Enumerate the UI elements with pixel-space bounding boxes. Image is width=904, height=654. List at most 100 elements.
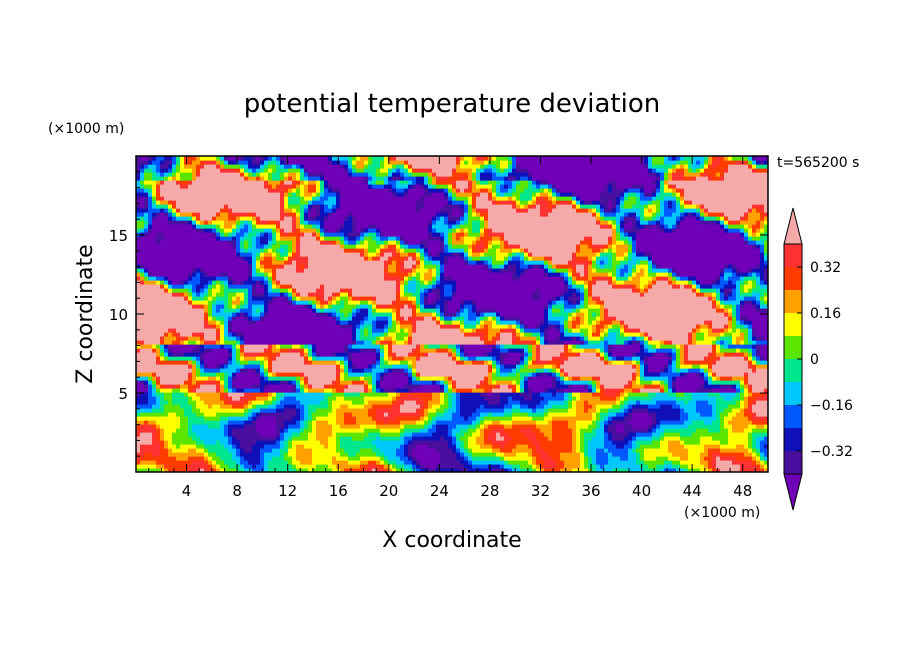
contour-cell	[496, 188, 501, 193]
contour-cell	[620, 324, 625, 329]
contour-cell	[684, 344, 689, 349]
contour-cell	[156, 180, 161, 185]
contour-cell	[508, 396, 513, 401]
contour-cell	[540, 264, 545, 269]
contour-cell	[672, 460, 681, 465]
contour-cell	[676, 380, 705, 385]
contour-cell	[296, 268, 305, 273]
contour-cell	[740, 316, 749, 321]
contour-cell	[172, 436, 193, 441]
contour-cell	[144, 200, 149, 205]
contour-cell	[752, 236, 761, 241]
contour-cell	[160, 196, 165, 201]
contour-cell	[588, 380, 593, 385]
contour-cell	[548, 192, 553, 197]
contour-cell	[172, 176, 177, 181]
contour-cell	[624, 416, 633, 421]
contour-cell	[392, 252, 397, 257]
contour-cell	[160, 468, 165, 472]
contour-cell	[720, 348, 737, 353]
contour-cell	[188, 296, 193, 301]
contour-cell	[288, 252, 293, 257]
contour-cell	[548, 436, 553, 441]
contour-cell	[276, 232, 281, 237]
contour-cell	[164, 336, 177, 341]
contour-cell	[312, 196, 317, 201]
contour-cell	[692, 392, 709, 397]
contour-cell	[612, 452, 629, 457]
contour-cell	[144, 380, 149, 385]
contour-cell	[748, 268, 753, 273]
contour-cell	[752, 384, 768, 389]
contour-cell	[304, 196, 313, 201]
contour-cell	[496, 336, 501, 341]
contour-cell	[296, 264, 301, 269]
contour-cell	[264, 444, 281, 449]
contour-cell	[460, 300, 465, 305]
contour-cell	[660, 440, 669, 445]
contour-cell	[480, 192, 489, 197]
contour-cell	[476, 260, 485, 265]
contour-cell	[544, 408, 549, 413]
contour-cell	[420, 240, 429, 245]
contour-cell	[684, 400, 689, 405]
contour-cell	[316, 432, 333, 437]
contour-cell	[660, 220, 665, 225]
contour-cell	[536, 288, 541, 293]
contour-cell	[740, 384, 745, 389]
contour-cell	[684, 192, 768, 197]
contour-cell	[512, 204, 517, 209]
contour-cell	[532, 264, 541, 269]
contour-cell	[216, 284, 221, 289]
contour-cell	[356, 452, 377, 457]
contour-cell	[512, 200, 517, 205]
contour-cell	[584, 236, 593, 241]
contour-cell	[492, 372, 497, 377]
contour-cell	[388, 304, 401, 309]
contour-cell	[532, 396, 545, 401]
contour-cell	[676, 352, 681, 357]
contour-cell	[172, 340, 181, 345]
contour-cell	[724, 268, 733, 273]
contour-cell	[324, 288, 341, 293]
contour-cell	[604, 304, 713, 309]
contour-cell	[576, 324, 581, 329]
contour-cell	[396, 400, 405, 405]
contour-cell	[656, 224, 661, 229]
contour-cell	[524, 384, 529, 389]
contour-cell	[760, 228, 765, 233]
contour-cell	[740, 332, 745, 337]
contour-cell	[252, 404, 257, 409]
contour-cell	[472, 248, 477, 253]
contour-cell	[672, 352, 677, 357]
contour-cell	[668, 180, 768, 185]
contour-cell	[756, 340, 768, 345]
contour-cell	[544, 188, 549, 193]
contour-cell	[632, 356, 641, 361]
contour-cell	[632, 252, 637, 257]
contour-cell	[472, 432, 481, 437]
contour-cell	[332, 240, 337, 245]
contour-cell	[556, 300, 565, 305]
contour-cell	[596, 376, 601, 381]
contour-cell	[612, 284, 617, 289]
contour-cell	[624, 220, 629, 225]
contour-cell	[664, 388, 669, 393]
contour-cell	[248, 296, 253, 301]
contour-cell	[304, 444, 325, 449]
contour-cell	[272, 372, 277, 377]
contour-cell	[256, 368, 261, 373]
contour-cell	[192, 292, 197, 297]
contour-cell	[308, 304, 313, 309]
contour-cell	[304, 360, 309, 365]
contour-cell	[328, 296, 333, 301]
contour-cell	[544, 468, 561, 472]
contour-cell	[480, 336, 485, 341]
contour-cell	[136, 444, 141, 449]
contour-cell	[212, 284, 217, 289]
contour-cell	[336, 412, 345, 417]
contour-cell	[136, 220, 145, 225]
contour-cell	[500, 268, 517, 273]
contour-cell	[528, 256, 533, 261]
contour-cell	[584, 288, 589, 293]
